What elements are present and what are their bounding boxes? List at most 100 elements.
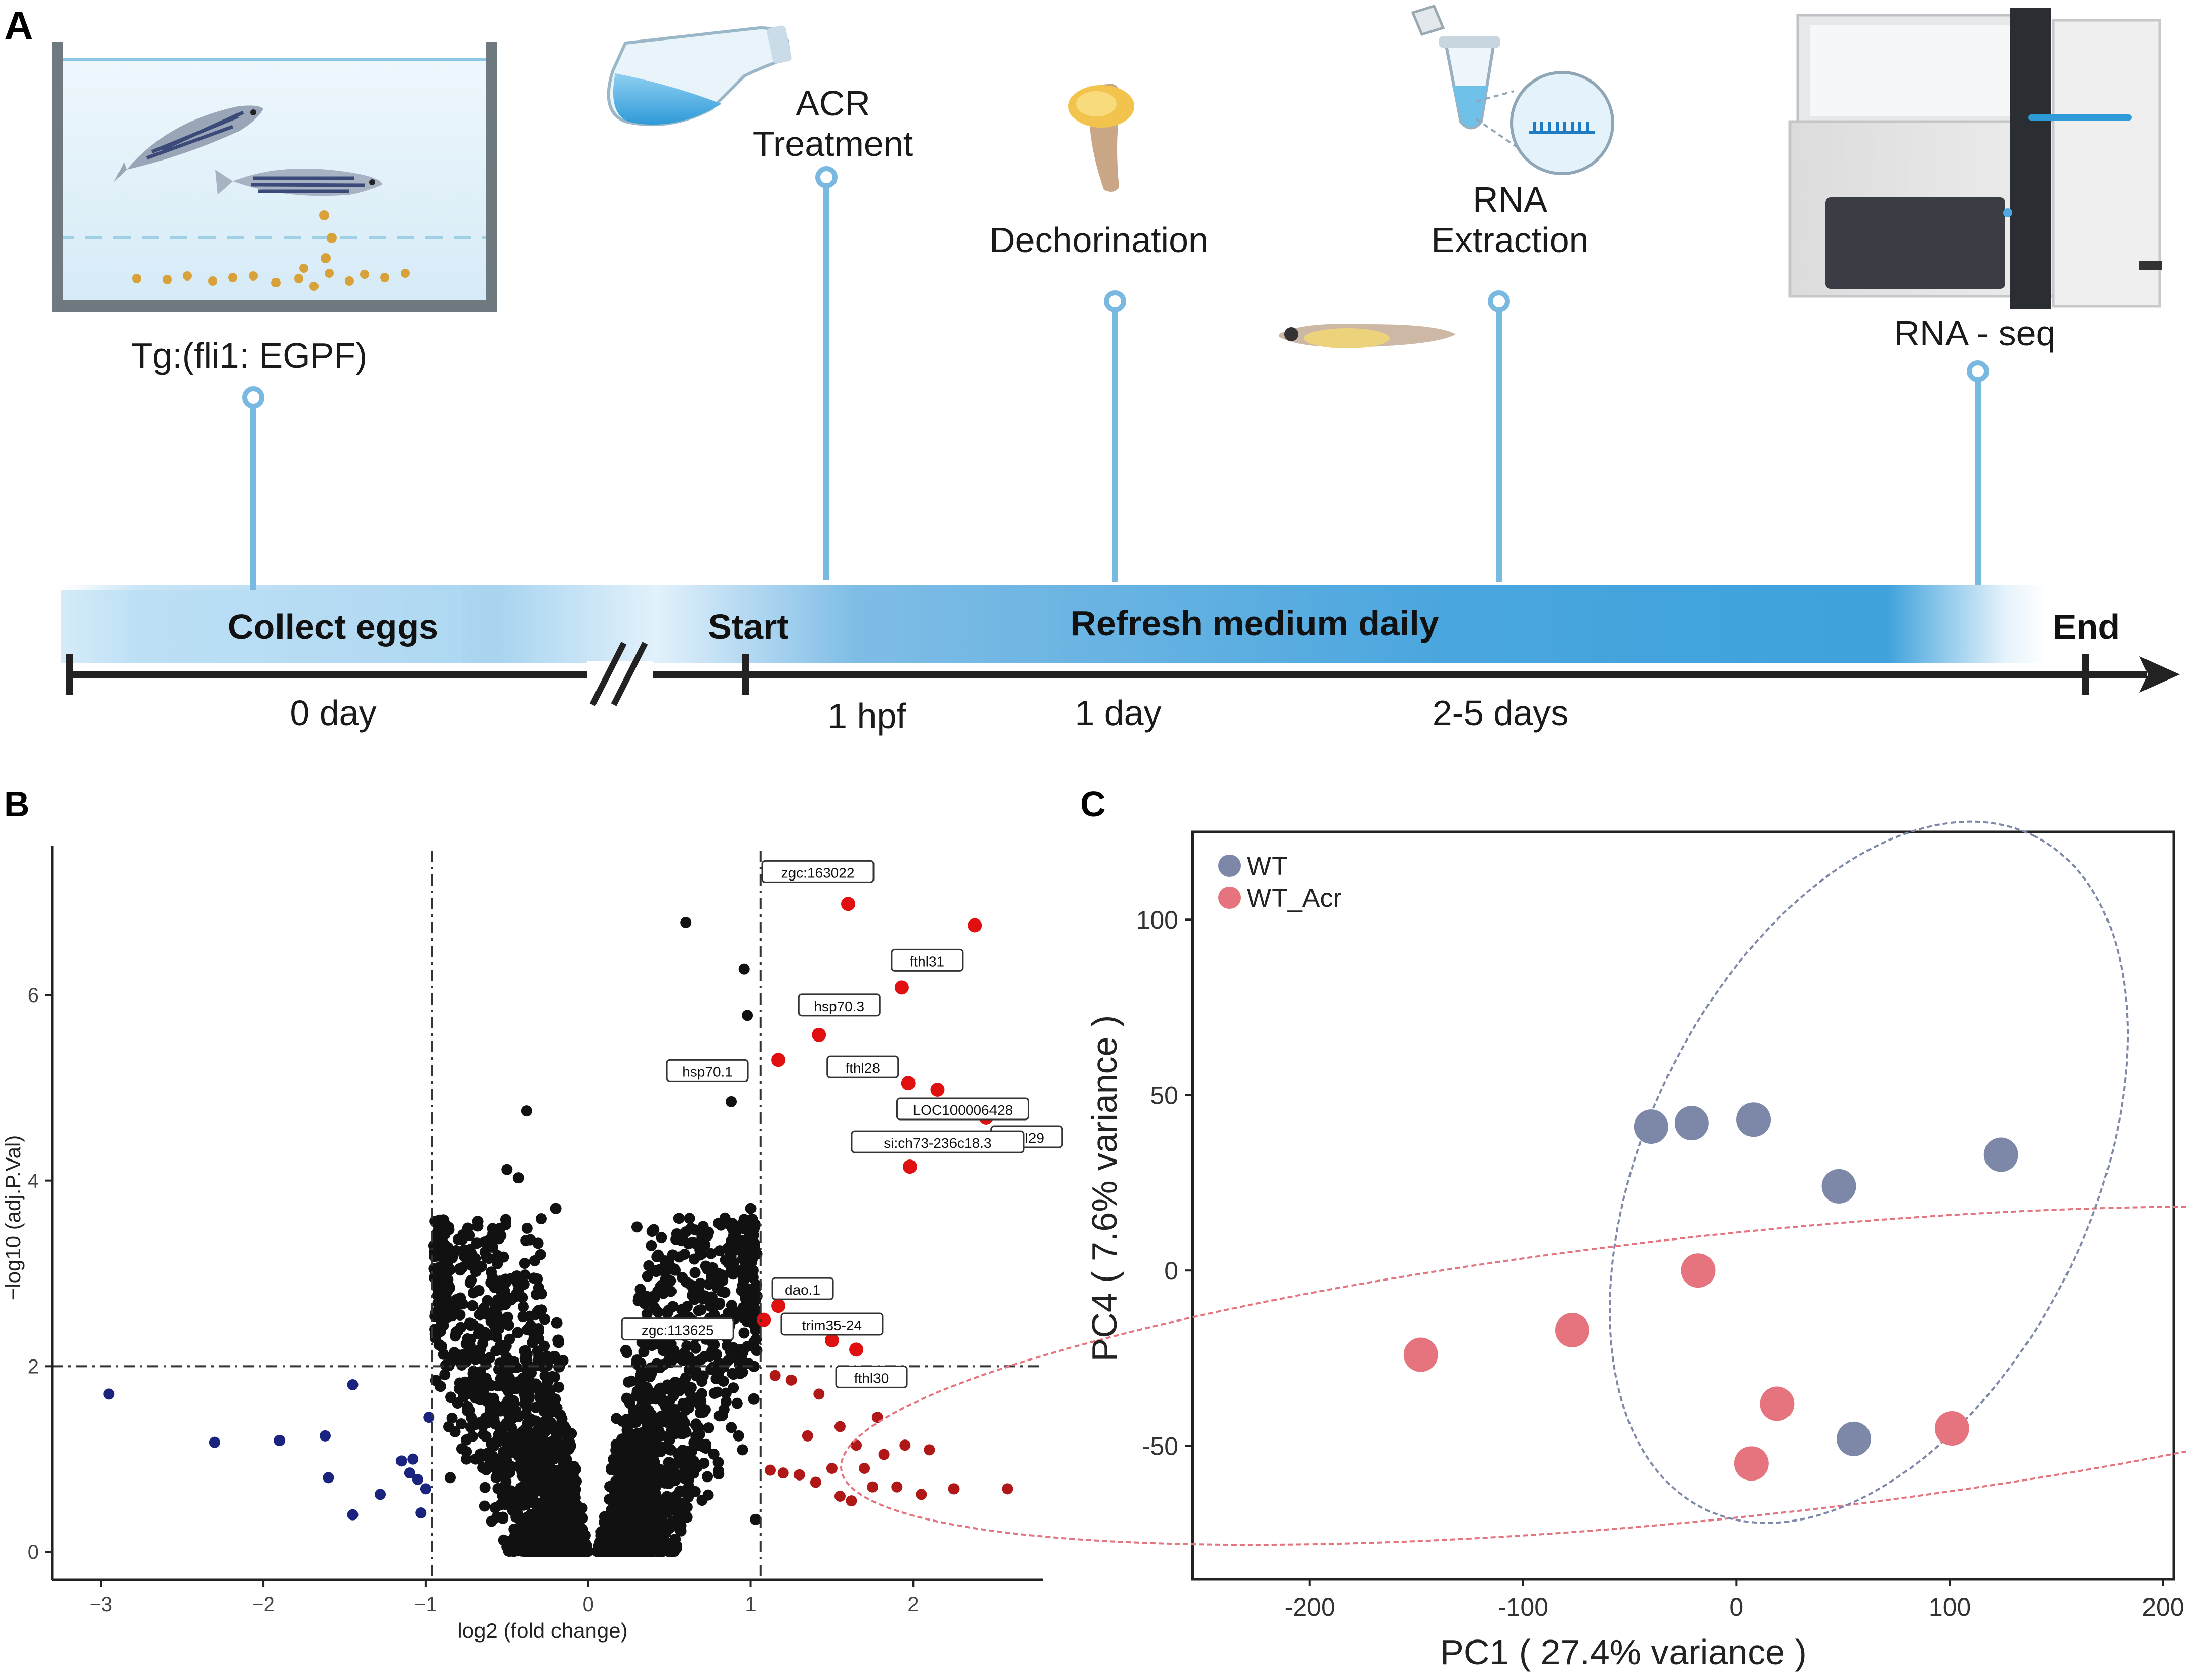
volcano-ns-point	[472, 1216, 484, 1227]
tick-0-day: 0 day	[290, 693, 376, 733]
volcano-ns-point	[748, 1318, 760, 1330]
volcano-ns-point	[445, 1351, 457, 1363]
volcano-ns-point	[500, 1381, 511, 1393]
volcano-ns-point	[554, 1525, 566, 1537]
volcano-ns-point	[623, 1376, 634, 1388]
volcano-ns-point	[575, 1529, 586, 1540]
volcano-ns-point	[630, 1416, 642, 1428]
fish-tank-illustration	[52, 42, 497, 312]
volcano-ns-point	[738, 1312, 750, 1324]
volcano-ns-point	[487, 1241, 499, 1253]
volcano-ns-point	[491, 1511, 503, 1523]
volcano-ns-point	[499, 1342, 511, 1353]
volcano-ns-point	[500, 1299, 511, 1310]
volcano-ns-point	[504, 1333, 515, 1345]
volcano-ns-point	[461, 1453, 472, 1465]
end-label: End	[2053, 607, 2120, 647]
volcano-up-points	[765, 918, 1013, 1507]
volcano-ns-point	[453, 1383, 465, 1394]
volcano-ns-point	[742, 1341, 753, 1352]
volcano-ns-point	[557, 1355, 569, 1367]
volcano-ns-point	[720, 1396, 732, 1408]
volcano-up-point	[802, 1430, 813, 1442]
volcano-labeled-point	[901, 1076, 916, 1091]
volcano-down-point	[412, 1474, 423, 1485]
volcano-ns-point	[469, 1353, 481, 1365]
volcano-down-point	[423, 1412, 435, 1423]
volcano-ns-point	[535, 1249, 546, 1260]
volcano-y-tick-label: 4	[28, 1170, 39, 1192]
volcano-ns-point	[644, 1470, 656, 1482]
volcano-ns-point	[687, 1362, 698, 1373]
volcano-ns-point	[551, 1317, 563, 1329]
volcano-ns-point	[496, 1313, 507, 1325]
volcano-x-tick-label: −2	[252, 1593, 275, 1616]
volcano-ns-point	[506, 1446, 518, 1457]
volcano-ns-point	[554, 1498, 566, 1509]
volcano-ns-point	[452, 1325, 464, 1337]
volcano-ns-point	[554, 1543, 566, 1555]
volcano-ns-point	[738, 963, 750, 975]
pca-x-tick-label: 0	[1729, 1593, 1743, 1621]
volcano-ns-point	[558, 1458, 569, 1469]
tick-1-hpf: 1 hpf	[827, 696, 906, 736]
gene-label: dao.1	[785, 1282, 820, 1298]
volcano-ns-point	[656, 1232, 667, 1244]
volcano-ns-point	[679, 1249, 690, 1260]
pca-x-tick-label: 200	[2142, 1593, 2184, 1621]
volcano-ns-point	[470, 1345, 482, 1357]
volcano-ns-point	[666, 1546, 678, 1557]
timeline-arrowhead	[2139, 656, 2180, 693]
volcano-ns-point	[648, 1507, 660, 1519]
volcano-ns-point	[521, 1105, 532, 1117]
volcano-down-point	[274, 1435, 286, 1446]
volcano-ns-point	[520, 1345, 531, 1356]
pca-x-tick-label: 100	[1929, 1593, 1971, 1621]
volcano-ns-point	[722, 1218, 733, 1229]
volcano-ns-point	[633, 1475, 645, 1487]
volcano-ns-point	[686, 1446, 697, 1458]
volcano-label-points	[757, 897, 993, 1357]
volcano-ns-point	[689, 1486, 701, 1497]
volcano-ns-point	[518, 1301, 529, 1312]
volcano-down-point	[103, 1388, 115, 1400]
volcano-ns-point	[641, 1338, 652, 1350]
volcano-labels: log2 (fold change) −log10 (adj.P.Val) zgc:…	[1, 860, 1063, 1643]
volcano-up-point	[810, 1476, 821, 1488]
volcano-labeled-point	[930, 1083, 945, 1097]
volcano-ns-point	[654, 1383, 665, 1394]
volcano-ns-point	[474, 1452, 486, 1463]
pca-y-tick-label: 50	[1150, 1082, 1178, 1110]
volcano-ns-point	[445, 1472, 456, 1484]
volcano-down-point	[347, 1379, 359, 1390]
volcano-ns-point	[677, 1354, 689, 1366]
volcano-ns-point	[745, 1227, 757, 1239]
volcano-y-tick-label: 6	[28, 984, 39, 1007]
volcano-ns-point	[702, 1471, 713, 1483]
volcano-ns-point	[485, 1277, 497, 1289]
volcano-ns-point	[624, 1515, 635, 1527]
volcano-ns-point	[533, 1523, 544, 1534]
volcano-ns-point	[719, 1287, 731, 1298]
volcano-ns-point	[633, 1505, 645, 1516]
volcano-ns-point	[434, 1228, 446, 1239]
volcano-ns-point	[428, 1240, 440, 1251]
pca-point-wtacr	[1934, 1411, 1969, 1446]
volcano-labeled-point	[757, 1312, 771, 1327]
panel-label-c: C	[1080, 784, 1106, 824]
volcano-up-point	[777, 1467, 789, 1479]
volcano-ns-point	[698, 1406, 709, 1418]
volcano-down-point	[420, 1483, 431, 1495]
volcano-ns-point	[515, 1443, 527, 1454]
volcano-ns-point	[539, 1536, 550, 1547]
start-label: Start	[708, 607, 788, 647]
volcano-ns-point	[468, 1366, 480, 1377]
pca-x-tick-label: -200	[1285, 1593, 1335, 1621]
volcano-ns-point	[731, 1352, 742, 1364]
volcano-ns-point	[465, 1334, 476, 1345]
volcano-labeled-point	[894, 980, 909, 995]
volcano-ns-point	[607, 1516, 619, 1528]
volcano-ns-point	[669, 1475, 681, 1487]
volcano-ns-point	[700, 1438, 712, 1450]
